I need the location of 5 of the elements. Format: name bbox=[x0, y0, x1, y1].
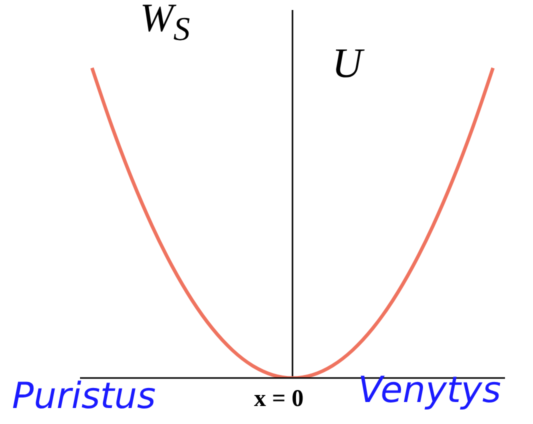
text: W$_{S}$ bbox=[140, 0, 190, 49]
annotation: Puristus bbox=[12, 376, 156, 417]
annotation: Venytys bbox=[358, 370, 501, 411]
y-axis-title: U bbox=[332, 40, 362, 88]
text: x = 0 bbox=[254, 386, 304, 413]
